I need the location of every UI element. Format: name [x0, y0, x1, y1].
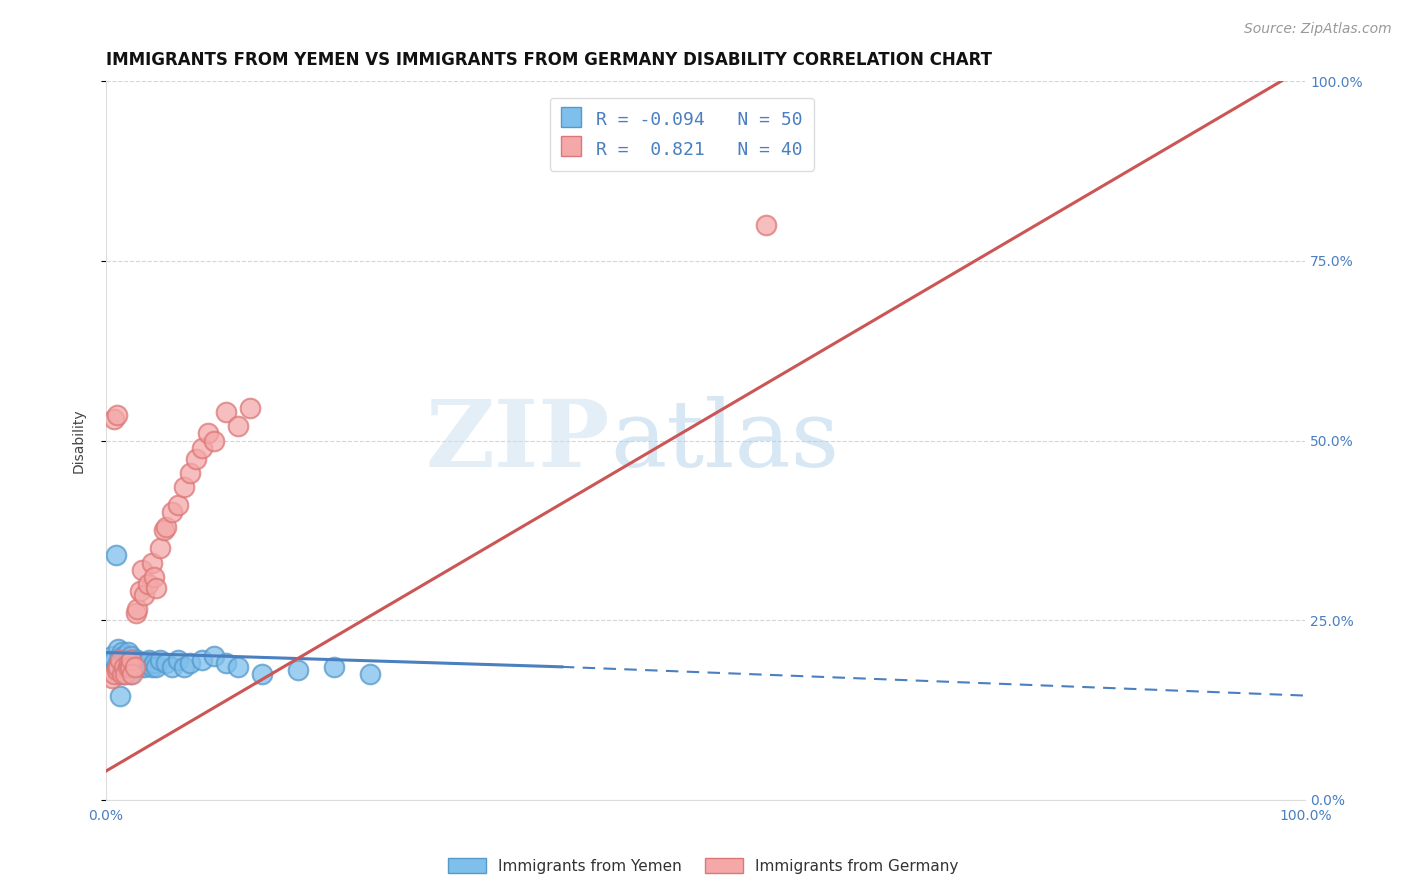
Point — [127, 602, 149, 616]
Point — [114, 667, 136, 681]
Point — [121, 667, 143, 681]
Point — [125, 606, 148, 620]
Point — [118, 657, 141, 671]
Point — [138, 653, 160, 667]
Point — [127, 653, 149, 667]
Point — [115, 657, 138, 671]
Point — [110, 660, 132, 674]
Point — [110, 689, 132, 703]
Point — [131, 657, 153, 671]
Point — [250, 667, 273, 681]
Point — [152, 524, 174, 538]
Point — [141, 556, 163, 570]
Point — [149, 653, 172, 667]
Point — [103, 412, 125, 426]
Point — [226, 419, 249, 434]
Point — [134, 660, 156, 674]
Point — [239, 401, 262, 416]
Point — [110, 653, 132, 667]
Text: Source: ZipAtlas.com: Source: ZipAtlas.com — [1244, 22, 1392, 37]
Point — [114, 660, 136, 674]
Point — [141, 660, 163, 674]
Point — [179, 657, 201, 671]
Point — [122, 660, 145, 674]
Point — [101, 671, 124, 685]
Point — [191, 441, 214, 455]
Point — [131, 563, 153, 577]
Point — [108, 653, 131, 667]
Point — [124, 660, 146, 674]
Point — [160, 505, 183, 519]
Point — [111, 649, 134, 664]
Point — [125, 660, 148, 674]
Point — [107, 667, 129, 681]
Point — [184, 451, 207, 466]
Point — [287, 664, 309, 678]
Point — [202, 649, 225, 664]
Point — [323, 660, 346, 674]
Point — [143, 570, 166, 584]
Point — [117, 645, 139, 659]
Text: IMMIGRANTS FROM YEMEN VS IMMIGRANTS FROM GERMANY DISABILITY CORRELATION CHART: IMMIGRANTS FROM YEMEN VS IMMIGRANTS FROM… — [105, 51, 993, 69]
Point — [136, 577, 159, 591]
Point — [104, 549, 127, 563]
Point — [124, 653, 146, 667]
Point — [120, 660, 142, 674]
Point — [191, 653, 214, 667]
Point — [105, 409, 128, 423]
Legend: R = -0.094   N = 50, R =  0.821   N = 40: R = -0.094 N = 50, R = 0.821 N = 40 — [550, 97, 814, 170]
Point — [101, 649, 124, 664]
Point — [103, 653, 125, 667]
Point — [103, 667, 125, 681]
Point — [145, 581, 167, 595]
Point — [145, 660, 167, 674]
Point — [167, 653, 190, 667]
Point — [111, 645, 134, 659]
Point — [202, 434, 225, 448]
Point — [359, 667, 381, 681]
Point — [160, 660, 183, 674]
Point — [128, 584, 150, 599]
Point — [120, 653, 142, 667]
Point — [226, 660, 249, 674]
Point — [128, 660, 150, 674]
Point — [120, 649, 142, 664]
Point — [111, 667, 134, 681]
Point — [117, 660, 139, 674]
Point — [155, 657, 177, 671]
Text: atlas: atlas — [610, 395, 839, 485]
Point — [143, 657, 166, 671]
Point — [215, 657, 238, 671]
Point — [755, 218, 778, 232]
Point — [104, 660, 127, 674]
Point — [118, 653, 141, 667]
Text: ZIP: ZIP — [426, 395, 610, 485]
Point — [155, 520, 177, 534]
Point — [112, 667, 135, 681]
Point — [149, 541, 172, 556]
Point — [173, 660, 195, 674]
Point — [179, 466, 201, 480]
Point — [120, 667, 142, 681]
Legend: Immigrants from Yemen, Immigrants from Germany: Immigrants from Yemen, Immigrants from G… — [441, 852, 965, 880]
Point — [111, 657, 134, 671]
Point — [112, 660, 135, 674]
Point — [105, 664, 128, 678]
Point — [134, 588, 156, 602]
Point — [121, 653, 143, 667]
Point — [197, 426, 219, 441]
Y-axis label: Disability: Disability — [72, 409, 86, 473]
Point — [215, 405, 238, 419]
Point — [107, 660, 129, 674]
Point — [135, 657, 157, 671]
Point — [105, 664, 128, 678]
Point — [167, 498, 190, 512]
Point — [112, 653, 135, 667]
Point — [127, 657, 149, 671]
Point — [107, 641, 129, 656]
Point — [120, 660, 142, 674]
Point — [173, 480, 195, 494]
